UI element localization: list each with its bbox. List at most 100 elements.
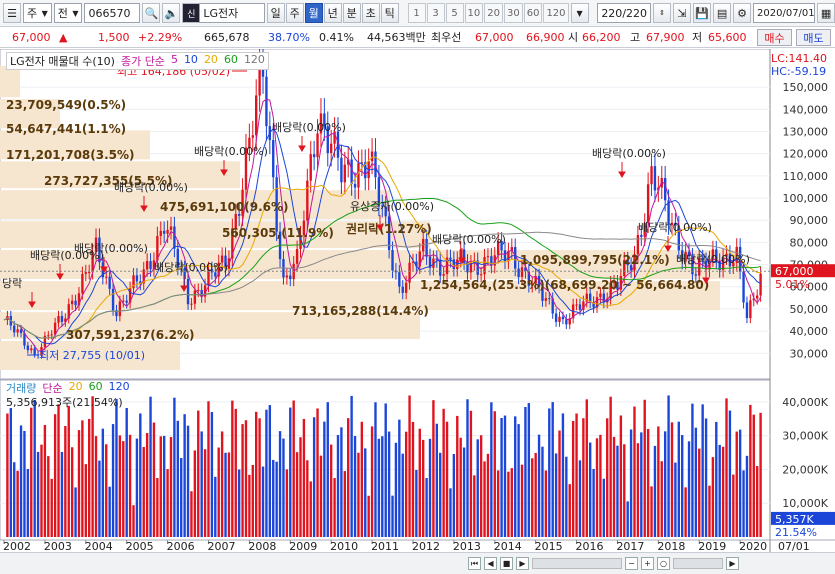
period-button-6[interactable]: 틱 <box>380 3 399 23</box>
volume-bar <box>684 487 687 537</box>
candle-body <box>105 276 108 278</box>
event-label: 당락 <box>2 277 22 290</box>
scroll-next-icon[interactable]: ▶ <box>516 557 529 570</box>
volume-profile-bar <box>0 161 240 189</box>
volume-bar <box>343 471 346 537</box>
speaker-icon[interactable]: 🔈 <box>162 3 181 23</box>
volume-bar <box>255 411 258 537</box>
interval-button-5[interactable]: 5 <box>445 3 464 23</box>
volume-tick-label: 10,000K <box>782 497 828 510</box>
zoom-reset-icon[interactable]: ○ <box>657 557 670 570</box>
chart-area[interactable]: 150,000 140,000 130,000 120,000 110,000 100,0… <box>0 49 835 574</box>
fit-chart-icon[interactable]: ⇲ <box>673 3 692 23</box>
interval-dropdown[interactable]: ▼ <box>570 3 589 23</box>
stock-code-input[interactable]: 066570 <box>84 3 141 23</box>
interval-button-10[interactable]: 10 <box>464 3 484 23</box>
sell-button[interactable]: 매도 <box>796 29 831 46</box>
period-button-1[interactable]: 주 <box>285 3 304 23</box>
stop-icon[interactable]: ■ <box>500 557 513 570</box>
period-button-2[interactable]: 월 <box>304 3 323 23</box>
stock-type-icon[interactable]: 신 <box>182 3 201 23</box>
interval-button-30[interactable]: 30 <box>503 3 523 23</box>
candle-body <box>353 183 357 188</box>
volume-legend[interactable]: 거래량 단순 20 60 120 <box>6 380 130 396</box>
interval-button-60[interactable]: 60 <box>523 3 543 23</box>
event-arrow-icon <box>56 264 64 280</box>
event-arrow-icon <box>180 276 188 292</box>
candle-body <box>302 220 306 236</box>
period-button-4[interactable]: 분 <box>342 3 361 23</box>
volume-bar <box>449 488 452 537</box>
volume-bar <box>340 427 343 537</box>
candle-body <box>275 177 278 232</box>
type-select[interactable]: 전 ▼ <box>53 3 83 23</box>
volume-bar <box>681 435 684 537</box>
price-tick-label: 40,000 <box>790 325 829 338</box>
type-label: 전 <box>57 7 68 20</box>
interval-button-20[interactable]: 20 <box>484 3 503 23</box>
x-tick-label: 2007 <box>207 540 235 552</box>
volume-bar <box>701 404 704 537</box>
scroll-right-icon[interactable]: ▶ <box>726 557 739 570</box>
candle-body <box>370 151 374 162</box>
market-select[interactable]: 주 ▼ <box>23 3 52 23</box>
candle-body <box>360 162 364 164</box>
save-icon[interactable]: 💾 <box>693 3 712 23</box>
period-button-0[interactable]: 일 <box>266 3 285 23</box>
candle-body <box>13 325 16 333</box>
menu-icon[interactable]: ☰ <box>3 3 21 23</box>
spin-updown-icon[interactable]: ⇕ <box>653 3 672 23</box>
price-tick-label: 80,000 <box>790 236 829 249</box>
candle-body <box>677 225 680 251</box>
search-icon[interactable]: 🔍 <box>142 3 161 23</box>
calendar-icon[interactable]: ▦ <box>817 3 835 23</box>
bar-count-display[interactable]: 220/220 <box>597 3 652 23</box>
stock-chart-svg[interactable]: 150,000 140,000 130,000 120,000 110,000 100,0… <box>0 49 835 552</box>
volume-bar <box>370 426 374 537</box>
print-icon[interactable]: ▤ <box>713 3 732 23</box>
volume-bar <box>77 430 81 537</box>
volume-bar <box>122 441 125 537</box>
date-input[interactable]: 2020/07/01 <box>753 3 816 23</box>
zoom-slider[interactable] <box>673 558 723 569</box>
event-label: 배당락(0.00%) <box>592 147 666 160</box>
zoom-in-icon[interactable]: + <box>641 557 654 570</box>
scroll-prev-icon[interactable]: ◀ <box>484 557 497 570</box>
period-button-5[interactable]: 초 <box>361 3 380 23</box>
candle-body <box>561 316 565 320</box>
zoom-out-icon[interactable]: − <box>625 557 638 570</box>
scroll-track[interactable] <box>532 558 622 569</box>
settings-gear-icon[interactable]: ⚙ <box>733 3 752 23</box>
volume-bar <box>728 410 732 537</box>
volume-bar <box>374 402 377 537</box>
candle-body <box>115 310 118 317</box>
candle-body <box>432 258 435 268</box>
period-button-3[interactable]: 년 <box>323 3 342 23</box>
volume-bar <box>640 432 643 537</box>
scroll-first-icon[interactable]: ⏮ <box>468 557 481 570</box>
event-arrow-icon <box>140 196 148 212</box>
candle-body <box>520 267 524 277</box>
low-price: 65,600 <box>708 30 747 44</box>
buy-button[interactable]: 매수 <box>757 29 792 46</box>
low-annotation: 최저 27,755 (10/01) <box>39 349 145 362</box>
interval-button-3[interactable]: 3 <box>426 3 445 23</box>
volume-bar <box>145 433 149 537</box>
candle-body <box>541 286 544 301</box>
interval-button-120[interactable]: 120 <box>543 3 569 23</box>
volume-bar <box>26 469 30 537</box>
x-tick-label: 2008 <box>248 540 276 552</box>
volume-bar <box>660 461 663 537</box>
price-legend[interactable]: LG전자 매물대 수(10) 종가 단순 5 10 20 60 120 <box>6 52 269 70</box>
volume-bar <box>537 434 541 537</box>
event-arrow-icon <box>100 257 108 273</box>
candle-body <box>64 318 67 322</box>
volume-profile-bar <box>0 312 420 339</box>
interval-button-1[interactable]: 1 <box>407 3 426 23</box>
candle-body <box>84 272 87 274</box>
volume-bar <box>698 448 701 537</box>
candle-body <box>329 143 333 154</box>
candle-body <box>568 318 571 325</box>
event-label: 배당락(0.00%) <box>638 221 712 234</box>
